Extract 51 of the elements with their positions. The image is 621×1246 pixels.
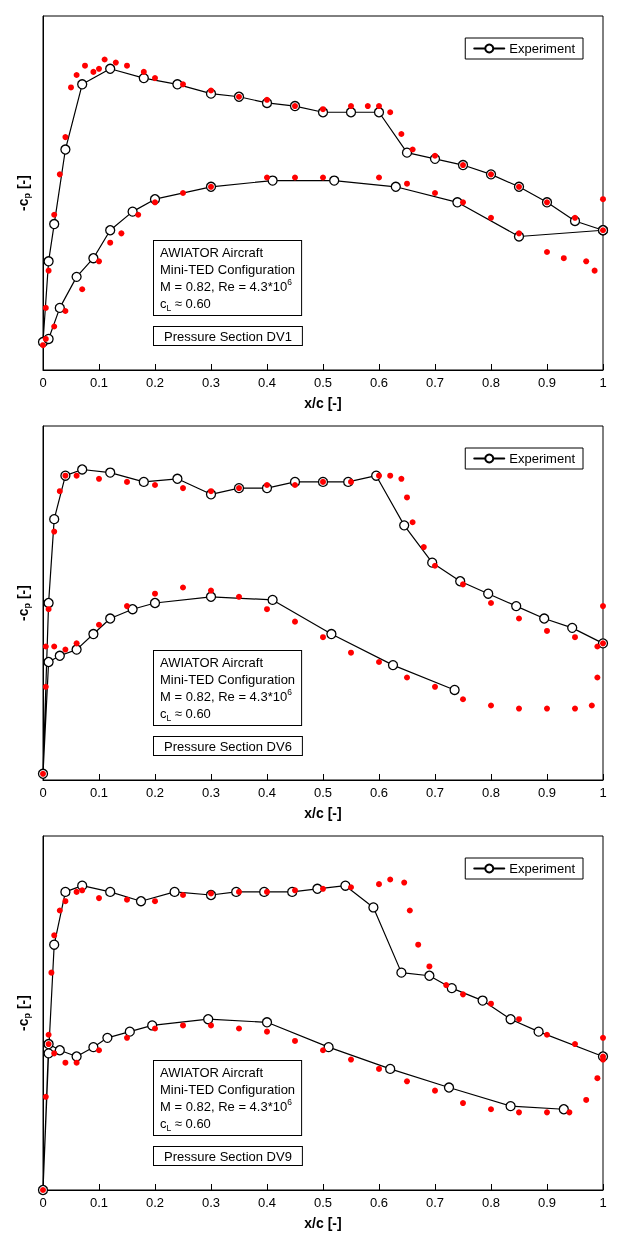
x-tick-label: 0.2 — [145, 785, 165, 800]
x-tick-label: 0.5 — [313, 1195, 333, 1210]
x-tick-label: 0.3 — [201, 375, 221, 390]
annotation: AWIATOR Aircraft — [160, 245, 264, 260]
x-tick-label: 0.5 — [313, 785, 333, 800]
annotation: Pressure Section DV9 — [164, 1149, 292, 1164]
x-tick-label: 0 — [39, 785, 47, 800]
x-tick-label: 0.1 — [89, 785, 109, 800]
x-tick-label: 1 — [599, 785, 607, 800]
y-axis-title: -cp [-] — [15, 585, 32, 621]
legend-label: Experiment — [509, 451, 576, 466]
x-tick-label: 0.6 — [369, 785, 389, 800]
x-tick-label: 0.6 — [369, 1195, 389, 1210]
x-tick-label: 0.8 — [481, 375, 501, 390]
x-tick-label: 1 — [599, 375, 607, 390]
x-tick-label: 0.9 — [537, 1195, 557, 1210]
x-tick-label: 0.1 — [89, 375, 109, 390]
x-tick-label: 0.8 — [481, 1195, 501, 1210]
x-tick-label: 0.7 — [425, 1195, 445, 1210]
x-tick-label: 0.1 — [89, 1195, 109, 1210]
annotation: Mini-TED Configuration — [160, 262, 296, 277]
x-tick-label: 0.3 — [201, 1195, 221, 1210]
x-tick-label: 0 — [39, 375, 47, 390]
x-tick-label: 0.3 — [201, 785, 221, 800]
x-tick-label: 0.4 — [257, 785, 277, 800]
x-tick-label: 0.9 — [537, 375, 557, 390]
y-axis-title: -cp [-] — [15, 995, 32, 1031]
annotation: AWIATOR Aircraft — [160, 655, 264, 670]
y-axis-title: -cp [-] — [15, 175, 32, 211]
x-tick-label: 0.5 — [313, 375, 333, 390]
annotation: Mini-TED Configuration — [160, 672, 296, 687]
x-tick-label: 0 — [39, 1195, 47, 1210]
x-axis-title: x/c [-] — [304, 1215, 342, 1231]
x-tick-label: 1 — [599, 1195, 607, 1210]
x-tick-label: 0.6 — [369, 375, 389, 390]
annotation: AWIATOR Aircraft — [160, 1065, 264, 1080]
annotation: Pressure Section DV6 — [164, 739, 292, 754]
x-tick-label: 0.9 — [537, 785, 557, 800]
annotation: Mini-TED Configuration — [160, 1082, 296, 1097]
legend-label: Experiment — [509, 861, 576, 876]
x-axis-title: x/c [-] — [304, 805, 342, 821]
x-tick-label: 0.4 — [257, 375, 277, 390]
annotation: Pressure Section DV1 — [164, 329, 292, 344]
x-tick-label: 0.2 — [145, 1195, 165, 1210]
x-tick-label: 0.8 — [481, 785, 501, 800]
legend-label: Experiment — [509, 41, 576, 56]
x-tick-label: 0.2 — [145, 375, 165, 390]
x-tick-label: 0.4 — [257, 1195, 277, 1210]
x-tick-label: 0.7 — [425, 375, 445, 390]
x-tick-label: 0.7 — [425, 785, 445, 800]
x-axis-title: x/c [-] — [304, 395, 342, 411]
